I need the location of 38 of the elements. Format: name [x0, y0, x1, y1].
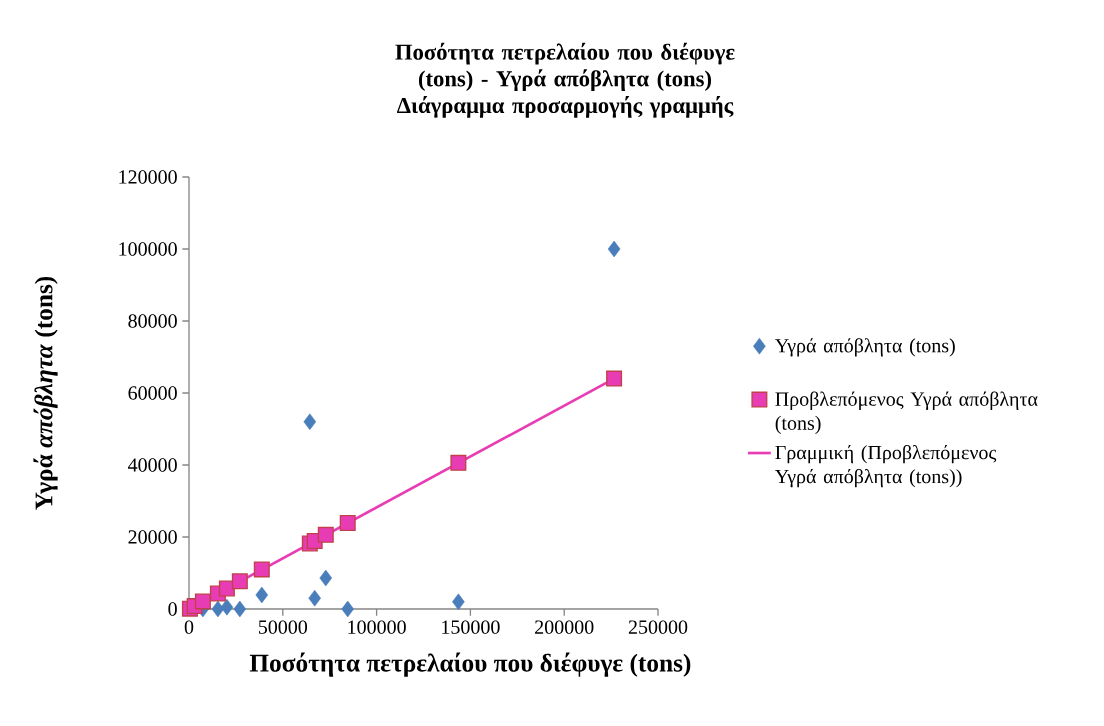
x-tick-label: 200000 — [535, 620, 594, 634]
point — [341, 600, 354, 618]
chart-subtitle: Διάγραμμα προσαρμογής γραμμής — [397, 96, 734, 118]
y-tick-label: 80000 — [128, 314, 177, 328]
y-tick-label: 0 — [168, 602, 177, 616]
point — [255, 586, 269, 604]
x-tick-label: 250000 — [628, 620, 688, 634]
point — [303, 413, 317, 431]
y-tick-label: 100000 — [119, 242, 177, 256]
x-tick-label: 150000 — [442, 620, 500, 634]
point — [231, 573, 248, 590]
y-tick-label: 60000 — [128, 386, 177, 400]
point — [211, 600, 225, 618]
point — [218, 580, 235, 597]
y-axis-title: Υγρά απόβλητα (tons) — [33, 276, 58, 510]
point — [450, 454, 467, 471]
point — [339, 514, 356, 531]
x-axis-title: Ποσότητα πετρελαίου που διέφυγε (tons) — [249, 652, 691, 677]
point — [220, 598, 234, 616]
point — [317, 526, 334, 543]
x-tick-label: 0 — [184, 620, 194, 634]
legend-label: Προβλεπόμενος Υγρά απόβλητα (tons) — [775, 391, 1038, 434]
y-tick-label: 20000 — [128, 530, 177, 544]
point — [607, 240, 621, 258]
point — [194, 593, 211, 610]
legend-label: Γραμμική (Προβλεπόμενος Υγρά απόβλητα (tons)) — [775, 445, 997, 488]
point — [319, 569, 333, 587]
point — [233, 600, 247, 618]
point — [452, 593, 465, 611]
x-tick-label: 100000 — [348, 620, 406, 634]
y-tick-label: 120000 — [119, 170, 177, 184]
y-tick-label: 40000 — [128, 458, 177, 472]
point — [606, 370, 623, 387]
point — [253, 561, 270, 578]
chart-title: Ποσότητα πετρελαίου που διέφυγε (tons) - Υγρά απόβλητα (tons) — [395, 42, 735, 92]
point — [308, 589, 321, 607]
legend-label: Υγρά απόβλητα (tons) — [775, 338, 955, 357]
x-tick-label: 50000 — [258, 620, 308, 634]
